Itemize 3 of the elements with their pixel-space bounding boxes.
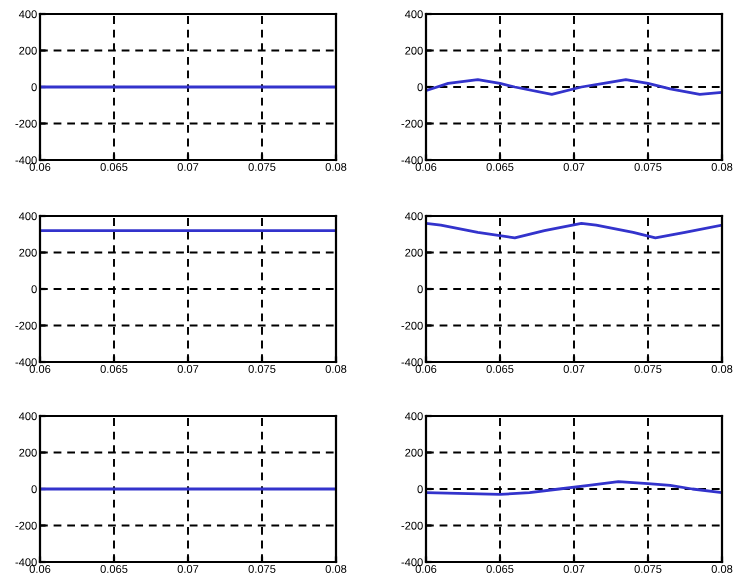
line-series bbox=[426, 221, 722, 240]
line-series bbox=[426, 480, 722, 496]
line-series bbox=[426, 78, 722, 96]
